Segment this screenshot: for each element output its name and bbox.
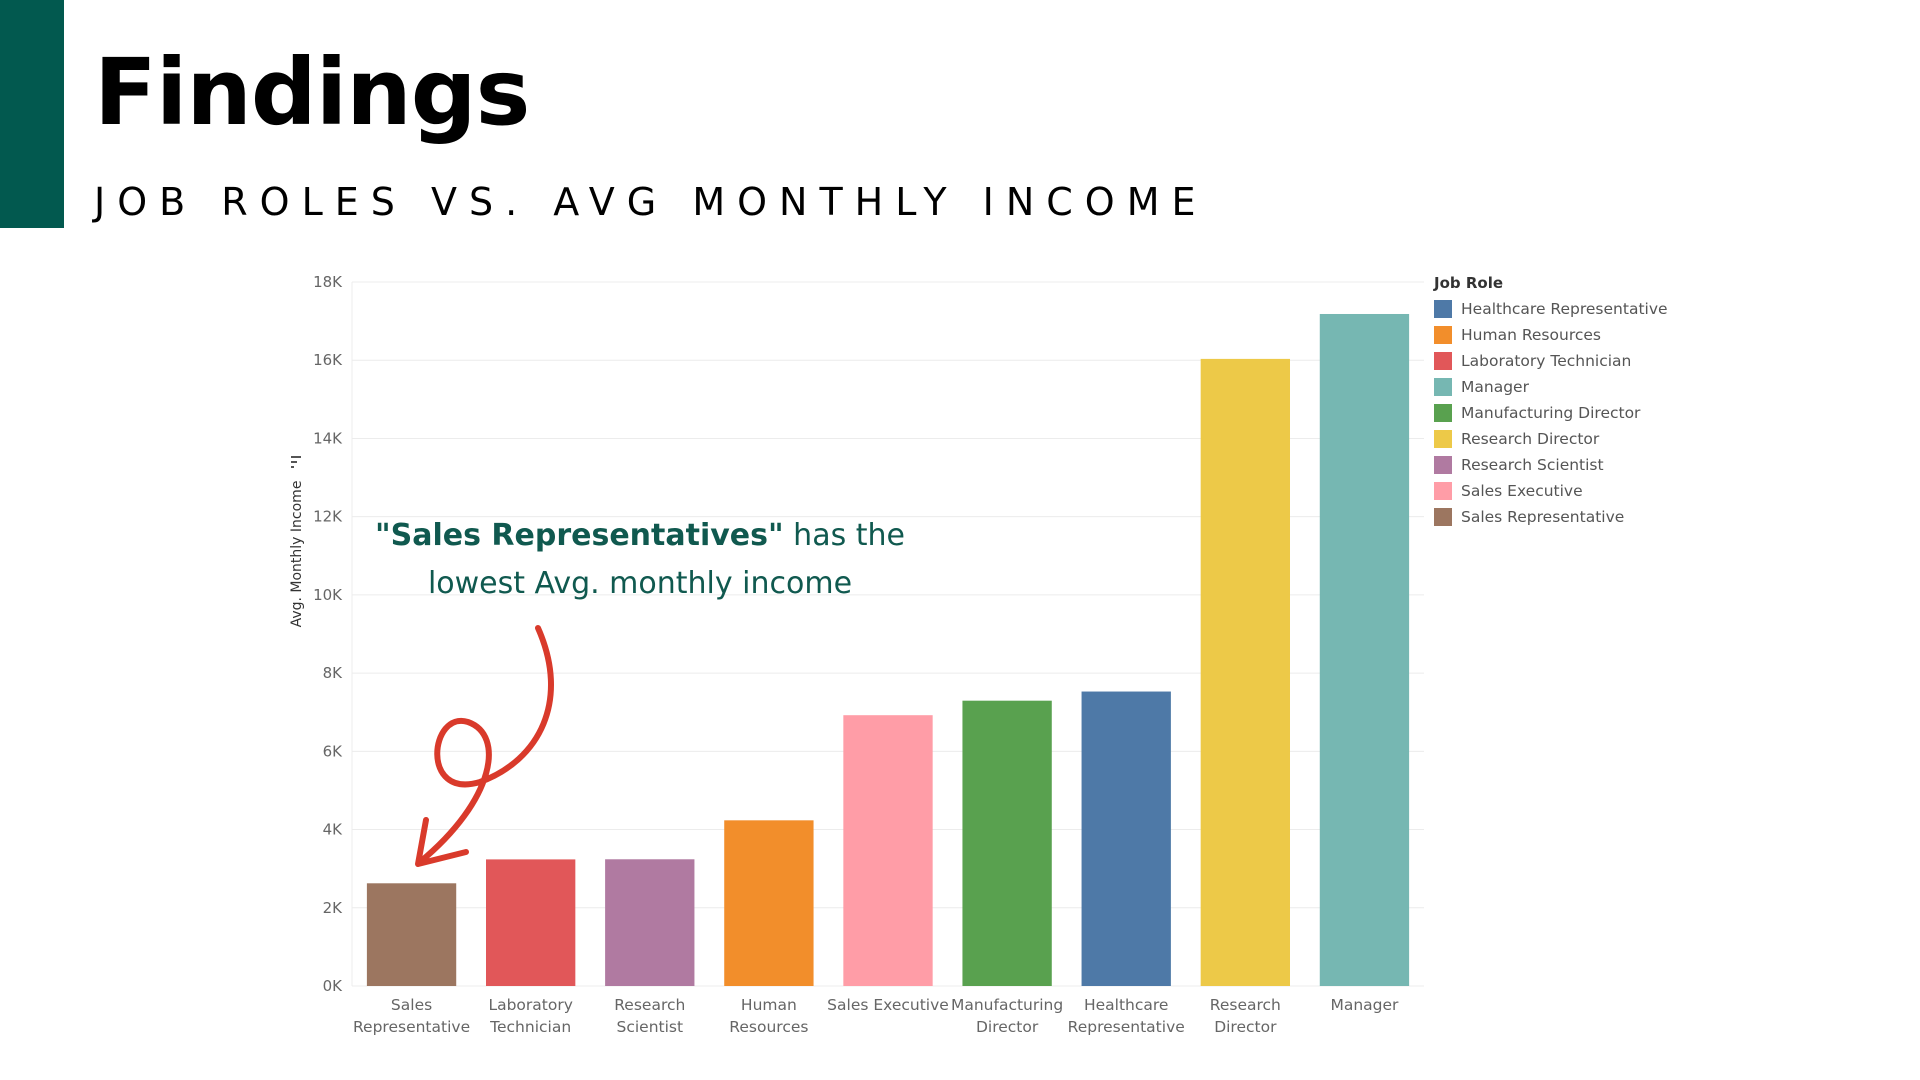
legend-item: Laboratory Technician bbox=[1434, 348, 1668, 374]
chart-bars bbox=[366, 313, 1410, 986]
legend-items: Healthcare Representative Human Resources… bbox=[1434, 296, 1668, 530]
y-tick-label: 0K bbox=[323, 977, 344, 995]
accent-bar bbox=[0, 0, 64, 228]
bar bbox=[366, 883, 457, 986]
x-tick-label: Scientist bbox=[616, 1018, 683, 1036]
x-tick-label: Technician bbox=[489, 1018, 571, 1036]
y-tick-label: 4K bbox=[323, 821, 344, 839]
y-tick-label: 2K bbox=[323, 899, 344, 917]
x-tick-label: Human bbox=[741, 996, 797, 1014]
y-tick-label: 10K bbox=[313, 586, 343, 604]
callout-line-1-rest: has the bbox=[783, 518, 905, 553]
x-tick-label: Sales bbox=[391, 996, 432, 1014]
y-tick-label: 14K bbox=[313, 429, 343, 447]
legend-swatch bbox=[1434, 326, 1452, 344]
y-tick-label: 18K bbox=[313, 273, 343, 291]
x-tick-label: Representative bbox=[1068, 1018, 1185, 1036]
legend-item: Research Director bbox=[1434, 426, 1668, 452]
legend-swatch bbox=[1434, 404, 1452, 422]
x-tick-label: Sales Executive bbox=[827, 996, 949, 1014]
sort-icon-bar bbox=[291, 456, 301, 458]
y-tick-label: 6K bbox=[323, 742, 344, 760]
x-tick-label: Manager bbox=[1330, 996, 1399, 1014]
x-tick-label: Healthcare bbox=[1084, 996, 1169, 1014]
legend-swatch bbox=[1434, 482, 1452, 500]
legend-swatch bbox=[1434, 300, 1452, 318]
legend-swatch bbox=[1434, 508, 1452, 526]
legend-label: Research Director bbox=[1461, 430, 1600, 448]
legend-item: Sales Executive bbox=[1434, 478, 1668, 504]
x-tick-label: Representative bbox=[353, 1018, 470, 1036]
x-tick-label: Research bbox=[614, 996, 685, 1014]
legend-item: Research Scientist bbox=[1434, 452, 1668, 478]
bar bbox=[843, 715, 933, 986]
legend-title: Job Role bbox=[1434, 274, 1504, 292]
legend-label: Manager bbox=[1461, 378, 1529, 396]
callout-emphasis: "Sales Representatives" bbox=[375, 518, 784, 553]
callout-line-1: "Sales Representatives" has the bbox=[360, 512, 920, 560]
bar bbox=[724, 820, 814, 986]
bar bbox=[486, 859, 576, 986]
slide-title: Findings bbox=[94, 39, 530, 146]
x-tick-label: Director bbox=[976, 1018, 1039, 1036]
legend-item: Healthcare Representative bbox=[1434, 296, 1668, 322]
legend-swatch bbox=[1434, 430, 1452, 448]
y-tick-label: 12K bbox=[313, 508, 343, 526]
x-tick-label: Laboratory bbox=[488, 996, 572, 1014]
x-tick-label: Director bbox=[1214, 1018, 1277, 1036]
x-axis-labels: Sales Representative Laboratory Technician R… bbox=[353, 996, 1399, 1036]
sort-icon bbox=[291, 456, 301, 468]
bar bbox=[1200, 358, 1290, 986]
legend-label: Research Scientist bbox=[1461, 456, 1604, 474]
chart-legend: Job Role Healthcare Representative Human … bbox=[1434, 274, 1668, 530]
y-axis-title: Avg. Monthly Income bbox=[289, 481, 305, 628]
y-axis-ticks: 0K 2K 4K 6K 8K 10K 12K 14K 16K 18K bbox=[313, 273, 343, 995]
legend-label: Sales Representative bbox=[1461, 508, 1625, 526]
legend-item: Human Resources bbox=[1434, 322, 1668, 348]
bar bbox=[1319, 313, 1410, 986]
legend-label: Manufacturing Director bbox=[1461, 404, 1641, 422]
y-tick-label: 16K bbox=[313, 351, 343, 369]
legend-label: Sales Executive bbox=[1461, 482, 1583, 500]
legend-item: Manufacturing Director bbox=[1434, 400, 1668, 426]
x-tick-label: Manufacturing bbox=[951, 996, 1063, 1014]
legend-label: Healthcare Representative bbox=[1461, 300, 1668, 318]
callout-line-2: lowest Avg. monthly income bbox=[427, 566, 853, 601]
sort-icon-bar bbox=[291, 466, 294, 468]
legend-swatch bbox=[1434, 456, 1452, 474]
y-tick-label: 8K bbox=[323, 664, 344, 682]
bar bbox=[962, 700, 1052, 986]
legend-label: Laboratory Technician bbox=[1461, 352, 1632, 370]
bar bbox=[605, 859, 695, 986]
x-tick-label: Research bbox=[1210, 996, 1281, 1014]
x-tick-label: Resources bbox=[729, 1018, 808, 1036]
legend-swatch bbox=[1434, 378, 1452, 396]
sort-icon-bar bbox=[291, 461, 297, 463]
legend-item: Sales Representative bbox=[1434, 504, 1668, 530]
bar bbox=[1081, 691, 1171, 986]
slide-subtitle: JOB ROLES VS. AVG MONTHLY INCOME bbox=[94, 180, 1208, 224]
legend-swatch bbox=[1434, 352, 1452, 370]
callout-annotation: "Sales Representatives" has the lowest A… bbox=[360, 512, 920, 608]
legend-item: Manager bbox=[1434, 374, 1668, 400]
legend-label: Human Resources bbox=[1461, 326, 1601, 344]
